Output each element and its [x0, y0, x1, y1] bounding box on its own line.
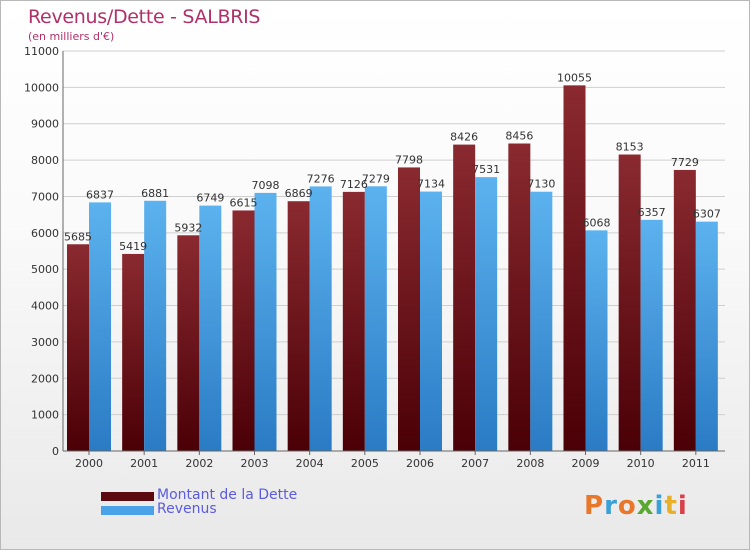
x-tick-label-2008: 2008 [516, 457, 544, 470]
value-label-revenue-2000: 6837 [86, 188, 114, 201]
bar-revenue-2009 [585, 230, 608, 451]
value-label-revenue-2006: 7134 [417, 178, 445, 191]
bar-revenue-2000 [89, 202, 111, 451]
bars [67, 85, 718, 452]
bar-revenue-2002 [199, 205, 222, 451]
y-tick-label: 9000 [31, 118, 59, 131]
bar-revenue-2005 [364, 186, 387, 452]
logo-letter: r [604, 491, 618, 521]
chart-subtitle: (en milliers d'€) [28, 30, 115, 43]
x-tick-label-2001: 2001 [130, 457, 158, 470]
proxiti-logo: Proxiti [584, 491, 688, 521]
x-tick-label-2011: 2011 [682, 457, 710, 470]
value-label-revenue-2007: 7531 [472, 163, 500, 176]
x-tick-label-2003: 2003 [241, 457, 269, 470]
y-tick-label: 6000 [31, 227, 59, 240]
y-tick-label: 8000 [31, 154, 59, 167]
value-label-revenue-2001: 6881 [141, 187, 169, 200]
bar-debt-2007 [453, 144, 476, 451]
bar-revenue-2010 [640, 219, 663, 451]
y-tick-label: 10000 [24, 81, 59, 94]
x-tick-label-2000: 2000 [75, 457, 103, 470]
logo-letter: P [584, 491, 605, 521]
logo-letter: x [636, 491, 655, 521]
x-tick-label-2005: 2005 [351, 457, 379, 470]
value-label-revenue-2002: 6749 [196, 192, 224, 205]
bar-revenue-2007 [475, 177, 498, 452]
y-tick-label: 2000 [31, 372, 59, 385]
axes: 0 1000 2000 3000 4000 5000 6000 7000 8000 9000 100… [24, 45, 725, 470]
value-label-debt-2009: 10055 [557, 71, 592, 84]
bar-debt-2003 [232, 210, 255, 451]
value-label-revenue-2004: 7276 [307, 172, 335, 185]
x-tick-label-2010: 2010 [627, 457, 655, 470]
value-label-debt-2006: 7798 [395, 153, 423, 166]
y-tick-label: 5000 [31, 263, 59, 276]
value-label-debt-2000: 5685 [64, 230, 92, 243]
grid-lines [63, 50, 725, 416]
value-label-revenue-2008: 7130 [527, 178, 555, 191]
value-label-debt-2004: 6869 [285, 187, 313, 200]
logo-letter: i [677, 491, 688, 521]
y-tick-label: 11000 [24, 45, 59, 58]
logo-letter: i [654, 491, 665, 521]
bar-revenue-2011 [695, 221, 718, 451]
bar-revenue-2006 [420, 191, 442, 451]
logo-letter: o [617, 491, 637, 521]
value-label-debt-2011: 7729 [671, 156, 699, 169]
bar-debt-2005 [342, 191, 365, 451]
bar-debt-2008 [508, 143, 531, 451]
bar-revenue-2001 [144, 200, 167, 451]
value-label-debt-2002: 5932 [174, 221, 202, 234]
x-tick-label-2004: 2004 [296, 457, 324, 470]
value-label-revenue-2009: 6068 [583, 216, 611, 229]
value-label-revenue-2003: 7098 [252, 179, 280, 192]
y-tick-label: 1000 [31, 409, 59, 422]
x-tick-label-2009: 2009 [572, 457, 600, 470]
value-labels: 5685 6837 5419 6881 5932 6749 6615 7098 6869 7276… [64, 71, 721, 253]
value-label-debt-2008: 8456 [505, 130, 533, 143]
value-label-revenue-2010: 6357 [638, 206, 666, 219]
value-label-debt-2010: 8153 [616, 141, 644, 154]
y-tick-label: 7000 [31, 190, 59, 203]
value-label-revenue-2011: 6307 [693, 208, 721, 221]
bar-debt-2000 [67, 244, 89, 451]
bar-debt-2009 [563, 85, 586, 451]
y-tick-label: 3000 [31, 336, 59, 349]
logo-letter: t [664, 491, 678, 521]
value-label-debt-2007: 8426 [450, 131, 478, 144]
bar-revenue-2008 [530, 191, 553, 451]
legend-label-dette: Montant de la Dette [157, 487, 298, 503]
bar-revenue-2003 [254, 192, 277, 451]
y-tick-label: 4000 [31, 300, 59, 313]
y-tick-label: 0 [52, 445, 59, 458]
bar-debt-2001 [122, 253, 145, 451]
bar-debt-2011 [673, 169, 696, 452]
x-tick-label-2002: 2002 [185, 457, 213, 470]
x-tick-label-2006: 2006 [406, 457, 434, 470]
value-label-revenue-2005: 7279 [362, 172, 390, 185]
legend-swatch-revenus [101, 506, 154, 515]
legend-swatch-dette [101, 492, 154, 501]
x-tick-label-2007: 2007 [461, 457, 489, 470]
bar-debt-2002 [177, 235, 200, 451]
legend-label-revenus: Revenus [157, 501, 217, 517]
value-label-debt-2003: 6615 [230, 196, 258, 209]
value-label-debt-2005: 7126 [340, 178, 368, 191]
bar-debt-2004 [287, 201, 310, 451]
bar-revenue-2004 [309, 186, 332, 451]
bar-debt-2010 [618, 154, 641, 451]
value-label-debt-2001: 5419 [119, 240, 147, 253]
chart-title: Revenus/Dette - SALBRIS [28, 6, 261, 28]
bar-debt-2006 [398, 167, 420, 451]
